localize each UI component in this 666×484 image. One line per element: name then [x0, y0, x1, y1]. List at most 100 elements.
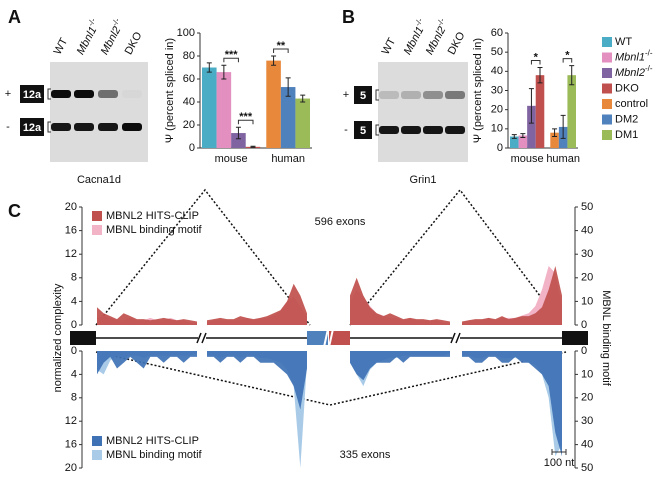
gel-band: [122, 90, 142, 98]
gel-band: [379, 91, 399, 99]
error-bar: [221, 64, 227, 80]
gel-band: [379, 126, 399, 134]
gene-name: Cacna1d: [77, 174, 121, 186]
label-text: control: [615, 98, 648, 110]
y-tick-label: 40: [491, 65, 503, 77]
y-tick-label: 8: [71, 272, 77, 284]
label-text: Mbnl1: [75, 25, 100, 57]
y2-tick-label: 30: [581, 248, 593, 260]
legend-swatch: [602, 99, 612, 109]
legend-label: control: [615, 98, 648, 110]
error-bar: [300, 94, 306, 103]
lane-label: WT: [380, 36, 399, 57]
gene-structure: [70, 188, 588, 406]
error-bar: [552, 128, 558, 137]
y2-tick-label: 40: [581, 439, 593, 451]
y-tick-label: 20: [183, 119, 195, 131]
bracket: [375, 89, 379, 101]
gel-band: [98, 123, 118, 131]
significance-label: ***: [225, 49, 239, 61]
significance-bracket: [562, 58, 573, 63]
scale-bar: [551, 449, 567, 455]
y-tick-label: 50: [491, 46, 503, 58]
gel-band: [74, 123, 94, 131]
bar: [518, 135, 528, 148]
y-tick-label: 10: [491, 123, 503, 135]
y-tick-label: 60: [491, 27, 503, 39]
legend-swatch: [602, 52, 612, 63]
label-text: DM2: [615, 113, 638, 125]
y-tick-label: 60: [183, 73, 195, 85]
y-tick-label: 40: [183, 96, 195, 108]
y2-tick-label: 20: [581, 392, 593, 404]
area: [207, 283, 307, 325]
gel-band: [423, 91, 443, 99]
legend-swatch: [602, 83, 612, 94]
bar: [510, 136, 519, 148]
error-bar: [206, 62, 212, 73]
y-tick-label: 16: [65, 439, 77, 451]
significance-bracket: [273, 48, 289, 53]
exon-label: 5: [360, 125, 366, 137]
gel: [378, 62, 468, 162]
exon-box: [354, 86, 372, 104]
y-axis-label: Ψ (percent spliced in): [472, 38, 484, 143]
y-tick-label: 20: [491, 104, 503, 116]
y-tick-label: 12: [65, 415, 77, 427]
y-tick-label: 30: [491, 84, 503, 96]
legend-swatch: [602, 114, 612, 125]
legend-label: MBNL2 HITS-CLIP: [106, 435, 199, 447]
error-bar: [235, 126, 241, 140]
y-axis-label: normalized complexity: [52, 283, 64, 392]
bar: [567, 75, 576, 148]
label-text: WT: [52, 36, 71, 57]
legend-label: Mbnl1-/-: [615, 49, 653, 64]
gene-name: Grin1: [410, 174, 437, 186]
gel-band: [74, 90, 94, 98]
y2-tick-label: 50: [581, 462, 593, 474]
y-tick-label: 20: [65, 201, 77, 213]
y2-tick-label: 40: [581, 225, 593, 237]
area: [350, 277, 450, 325]
bar: [266, 60, 281, 148]
superscript: -/-: [645, 64, 653, 73]
y2-tick-label: 0: [581, 345, 587, 357]
significance-label: **: [277, 40, 286, 52]
legend-label: MBNL binding motif: [106, 224, 203, 236]
bracket: [47, 121, 51, 133]
y2-axis-label: MBNL binding motif: [600, 290, 612, 387]
y-tick-label: 8: [71, 392, 77, 404]
gel-band: [423, 126, 443, 134]
error-bar: [569, 65, 575, 86]
area: [462, 266, 562, 325]
label-text: WT: [380, 36, 399, 57]
area: [350, 351, 450, 381]
bracket: [47, 88, 51, 100]
label-text: DKO: [446, 30, 468, 57]
legend-label: DM2: [615, 113, 638, 125]
y-tick-label: 16: [65, 225, 77, 237]
y-tick-label: 100: [177, 27, 195, 39]
error-bar: [520, 133, 526, 138]
superscript: -/-: [110, 16, 122, 27]
y2-tick-label: 20: [581, 272, 593, 284]
bar: [280, 87, 296, 148]
bar: [527, 105, 536, 148]
error-bar: [537, 67, 543, 84]
superscript: -/-: [645, 49, 653, 58]
significance-label: *: [534, 51, 539, 63]
panel-label: C: [8, 201, 21, 221]
label-text: Mbnl2: [99, 25, 124, 57]
bar: [231, 133, 246, 148]
legend-label: DM1: [615, 129, 638, 141]
legend-swatch: [602, 68, 612, 78]
legend-swatch: [92, 225, 102, 235]
panel-label: B: [342, 7, 355, 27]
significance-label: *: [565, 49, 570, 61]
label-text: DM1: [615, 129, 638, 141]
y2-tick-label: 0: [581, 319, 587, 331]
y-tick-label: 0: [71, 345, 77, 357]
superscript: -/-: [413, 16, 425, 27]
y-tick-label: 20: [65, 462, 77, 474]
gel-band: [401, 126, 421, 134]
